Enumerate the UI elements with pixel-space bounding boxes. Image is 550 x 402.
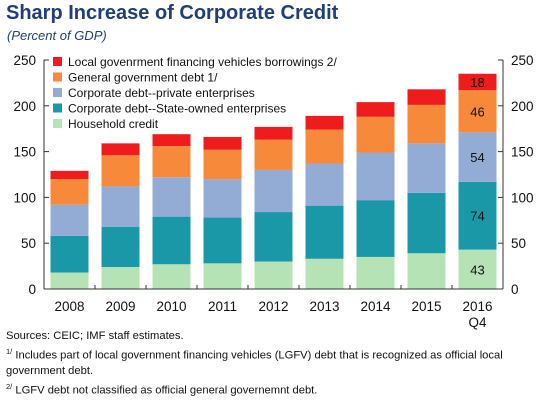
y-tick-label-left-200: 200 bbox=[13, 99, 36, 114]
y-tick-label-left-150: 150 bbox=[13, 145, 36, 160]
bar-segment-2013-series-2 bbox=[305, 163, 344, 206]
bar-segment-2014-series-3 bbox=[356, 116, 395, 153]
x-tick-label-2012: 2012 bbox=[258, 299, 288, 314]
chart-title: Sharp Increase of Corporate Credit bbox=[6, 2, 339, 24]
bar-segment-2014-series-2 bbox=[356, 152, 395, 201]
bar-segment-2008-series-1 bbox=[50, 235, 89, 273]
footnote-1-text: Includes part of local government financ… bbox=[6, 349, 503, 377]
legend-swatch-series-3 bbox=[53, 72, 62, 82]
bar-segment-2010-series-1 bbox=[152, 216, 191, 265]
bar-segment-2015-series-2 bbox=[407, 143, 446, 193]
legend-swatch-series-1 bbox=[53, 103, 62, 113]
y-tick-label-left-50: 50 bbox=[21, 236, 36, 251]
data-label-2016-series-4: 18 bbox=[470, 75, 484, 90]
y-tick-label-left-100: 100 bbox=[13, 190, 36, 205]
bar-segment-2016-series-1 bbox=[458, 181, 497, 250]
data-label-2016-series-1: 74 bbox=[470, 209, 484, 224]
legend-label-series-0: Household credit bbox=[68, 117, 159, 131]
bar-segment-2014-series-0 bbox=[356, 256, 395, 289]
bar-segment-2013-series-1 bbox=[305, 205, 344, 259]
bar-segment-2012-series-1 bbox=[254, 212, 293, 262]
stacked-bar-chart: 43 74 54 46 18 0 0 50 50 100 100 150 150 200 200 250 250… bbox=[13, 53, 534, 330]
bar-segment-2014-series-4 bbox=[356, 102, 395, 117]
data-label-2016-series-0: 43 bbox=[470, 262, 484, 277]
bar-segment-2016-series-0 bbox=[458, 249, 497, 289]
legend-label-series-2: Corporate debt--private enterprises bbox=[68, 86, 255, 100]
y-tick-label-right-0: 0 bbox=[511, 282, 519, 297]
chart-subtitle: (Percent of GDP) bbox=[7, 28, 107, 43]
bar-segment-2008-series-4 bbox=[50, 170, 89, 180]
bar-segment-2010-series-3 bbox=[152, 146, 191, 178]
x-tick-label-2010: 2010 bbox=[156, 299, 186, 314]
bar-segment-2016-series-4 bbox=[458, 73, 497, 91]
bar-segment-2016-series-2 bbox=[458, 132, 497, 182]
y-tick-label-right-100: 100 bbox=[511, 190, 534, 205]
bar-segment-2008-series-3 bbox=[50, 179, 89, 205]
bar-segment-2016-series-3 bbox=[458, 90, 497, 133]
bar-segment-2012-series-3 bbox=[254, 139, 293, 170]
y-tick-label-right-250: 250 bbox=[511, 53, 534, 68]
y-tick-label-left-250: 250 bbox=[13, 53, 36, 68]
x-tick-label-2016: 2016 bbox=[462, 299, 492, 314]
bar-segment-2015-series-3 bbox=[407, 104, 446, 144]
x-tick-label-2014: 2014 bbox=[360, 299, 391, 314]
footnote-1: 1/ Includes part of local government fin… bbox=[6, 344, 546, 379]
data-label-2016-series-2: 54 bbox=[470, 150, 484, 165]
bar-segment-2015-series-4 bbox=[407, 89, 446, 105]
bar-segment-2008-series-2 bbox=[50, 204, 89, 236]
y-tick-label-right-150: 150 bbox=[511, 145, 534, 160]
x-tick-label-2011: 2011 bbox=[208, 299, 237, 314]
bar-segment-2009-series-3 bbox=[101, 155, 140, 187]
legend-swatch-series-2 bbox=[53, 88, 62, 97]
bar-segment-2011-series-3 bbox=[203, 149, 242, 180]
y-tick-label-right-50: 50 bbox=[511, 236, 526, 251]
x-tick-sublabel-2016: Q4 bbox=[468, 315, 487, 330]
footnote-1-marker: 1/ bbox=[6, 347, 13, 356]
x-tick-label-2013: 2013 bbox=[309, 299, 339, 314]
bar-segment-2011-series-0 bbox=[203, 263, 242, 289]
bar-segment-2013-series-3 bbox=[305, 129, 344, 164]
bar-segment-2011-series-4 bbox=[203, 136, 242, 150]
bar-segment-2009-series-4 bbox=[101, 143, 140, 156]
footnote-2-marker: 2/ bbox=[6, 381, 13, 391]
legend-label-series-1: Corporate debt--State-owned enterprises bbox=[68, 102, 286, 116]
sources-note: Sources: CEIC; IMF staff estimates. bbox=[6, 330, 184, 342]
bar-segment-2013-series-4 bbox=[305, 115, 344, 130]
bar-segment-2012-series-0 bbox=[254, 261, 293, 289]
bar-segment-2010-series-2 bbox=[152, 177, 191, 217]
bar-segment-2012-series-2 bbox=[254, 169, 293, 213]
bar-segment-2011-series-1 bbox=[203, 217, 242, 264]
bar-segment-2011-series-2 bbox=[203, 179, 242, 218]
bar-segment-2015-series-1 bbox=[407, 192, 446, 254]
bar-segment-2014-series-1 bbox=[356, 200, 395, 257]
y-tick-label-left-0: 0 bbox=[28, 282, 36, 297]
bar-segment-2012-series-4 bbox=[254, 126, 293, 140]
legend-swatch-series-0 bbox=[53, 119, 62, 128]
bar-segment-2013-series-0 bbox=[305, 258, 344, 289]
footnote-2: 2/ LGFV debt not classified as official … bbox=[6, 379, 546, 399]
bar-segment-2009-series-1 bbox=[101, 226, 140, 268]
y-tick-label-right-200: 200 bbox=[511, 99, 534, 114]
footnote-2-text: LGFV debt not classified as official gen… bbox=[12, 384, 318, 397]
bar-segment-2015-series-0 bbox=[407, 253, 446, 289]
bar-segment-2010-series-0 bbox=[152, 264, 191, 289]
bar-segment-2009-series-0 bbox=[101, 267, 140, 289]
bar-segment-2010-series-4 bbox=[152, 134, 191, 147]
x-tick-label-2008: 2008 bbox=[54, 299, 84, 314]
x-tick-label-2015: 2015 bbox=[411, 299, 441, 314]
footnotes: Sources: CEIC; IMF staff estimates. 1/ I… bbox=[6, 329, 546, 398]
legend-swatch-series-4 bbox=[53, 57, 62, 66]
x-tick-label-2009: 2009 bbox=[105, 299, 135, 314]
bar-segment-2009-series-2 bbox=[101, 186, 140, 227]
data-label-2016-series-3: 46 bbox=[470, 104, 484, 119]
bar-segment-2008-series-0 bbox=[50, 272, 89, 289]
legend-label-series-4: Local govenrment financing vehicles borr… bbox=[68, 55, 337, 69]
legend-label-series-3: General government debt 1/ bbox=[68, 71, 218, 85]
